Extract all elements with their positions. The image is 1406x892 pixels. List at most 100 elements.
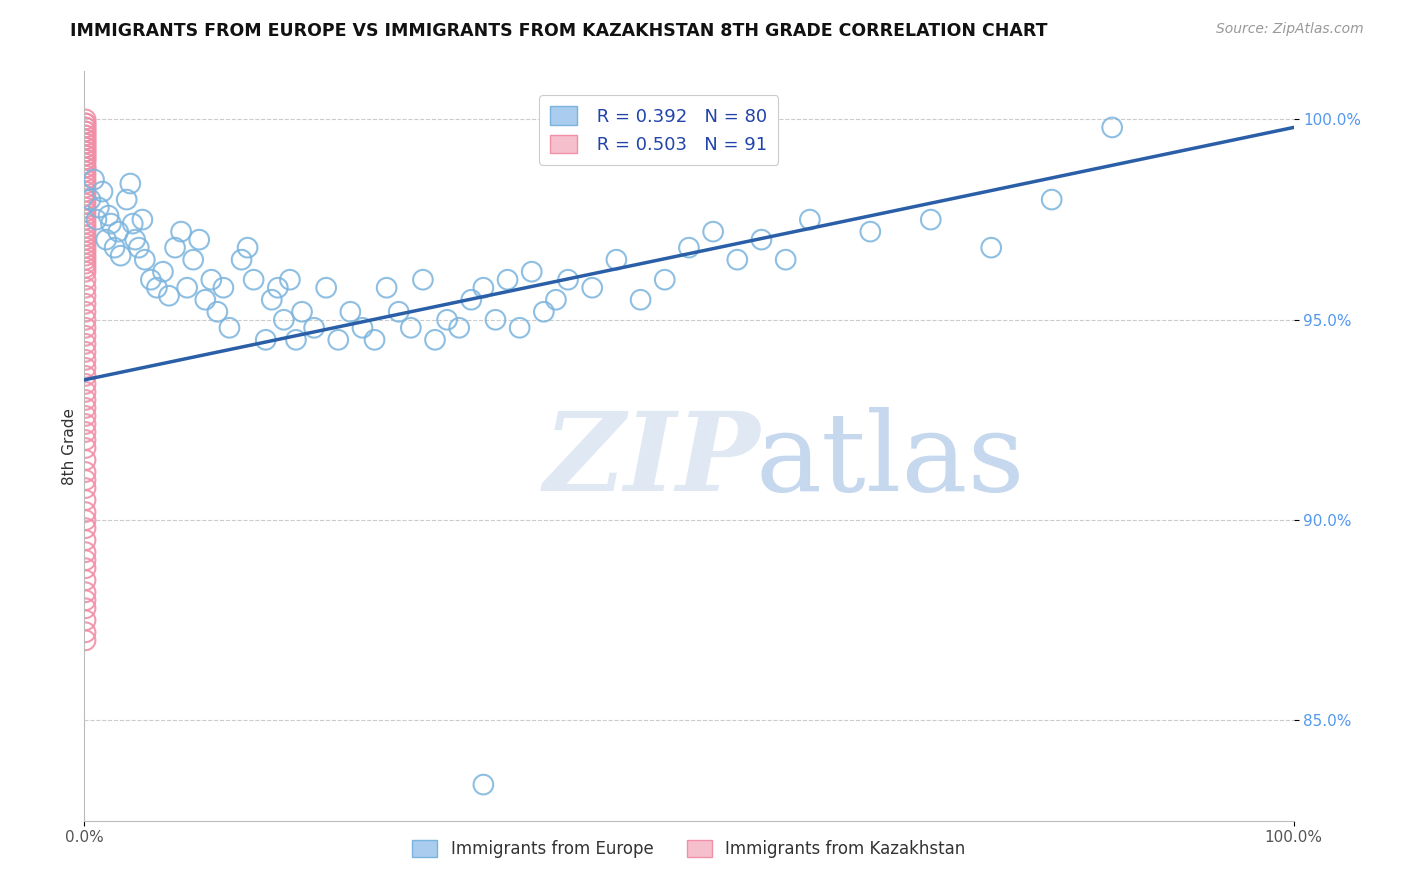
- Point: [134, 252, 156, 267]
- Point: [75, 193, 97, 207]
- Point: [75, 289, 97, 303]
- Point: [75, 513, 97, 527]
- Text: ZIP: ZIP: [544, 408, 761, 515]
- Point: [75, 545, 97, 559]
- Point: [75, 225, 97, 239]
- Point: [75, 145, 97, 159]
- Point: [75, 212, 97, 227]
- Point: [315, 281, 337, 295]
- Point: [75, 209, 97, 223]
- Point: [630, 293, 652, 307]
- Point: [75, 145, 97, 159]
- Point: [75, 188, 97, 202]
- Point: [799, 212, 821, 227]
- Point: [472, 281, 495, 295]
- Point: [412, 273, 434, 287]
- Point: [79, 193, 101, 207]
- Point: [75, 425, 97, 439]
- Point: [75, 352, 97, 367]
- Point: [75, 305, 97, 319]
- Point: [75, 116, 97, 130]
- Point: [75, 252, 97, 267]
- Point: [165, 241, 187, 255]
- Point: [557, 273, 579, 287]
- Point: [75, 180, 97, 194]
- Point: [100, 217, 122, 231]
- Point: [170, 225, 193, 239]
- Point: [267, 281, 290, 295]
- Point: [218, 320, 240, 334]
- Point: [75, 481, 97, 495]
- Point: [75, 633, 97, 648]
- Point: [75, 220, 97, 235]
- Point: [75, 244, 97, 259]
- Point: [75, 433, 97, 447]
- Point: [75, 164, 97, 178]
- Point: [200, 273, 222, 287]
- Point: [1101, 120, 1123, 135]
- Point: [75, 336, 97, 351]
- Point: [375, 281, 398, 295]
- Point: [254, 333, 277, 347]
- Point: [75, 233, 97, 247]
- Point: [75, 161, 97, 175]
- Point: [75, 249, 97, 263]
- Point: [75, 265, 97, 279]
- Point: [75, 236, 97, 251]
- Point: [75, 453, 97, 467]
- Point: [94, 233, 117, 247]
- Point: [207, 305, 229, 319]
- Point: [212, 281, 235, 295]
- Point: [460, 293, 482, 307]
- Legend: Immigrants from Europe, Immigrants from Kazakhstan: Immigrants from Europe, Immigrants from …: [406, 833, 972, 864]
- Point: [654, 273, 676, 287]
- Point: [484, 313, 506, 327]
- Point: [75, 593, 97, 607]
- Point: [1040, 193, 1063, 207]
- Point: [75, 505, 97, 519]
- Point: [291, 305, 314, 319]
- Point: [399, 320, 422, 334]
- Point: [75, 228, 97, 243]
- Point: [75, 368, 97, 383]
- Point: [278, 273, 301, 287]
- Point: [423, 333, 446, 347]
- Point: [75, 153, 97, 167]
- Point: [605, 252, 627, 267]
- Point: [75, 573, 97, 587]
- Point: [75, 161, 97, 175]
- Point: [509, 320, 531, 334]
- Point: [75, 392, 97, 407]
- Point: [75, 136, 97, 151]
- Point: [859, 225, 882, 239]
- Point: [75, 320, 97, 334]
- Point: [75, 553, 97, 567]
- Point: [236, 241, 259, 255]
- Point: [75, 204, 97, 219]
- Point: [242, 273, 264, 287]
- Point: [75, 273, 97, 287]
- Point: [75, 217, 97, 231]
- Point: [75, 585, 97, 599]
- Point: [75, 613, 97, 627]
- Point: [75, 196, 97, 211]
- Point: [75, 112, 97, 127]
- Point: [678, 241, 700, 255]
- Point: [260, 293, 283, 307]
- Point: [75, 132, 97, 146]
- Point: [75, 344, 97, 359]
- Point: [75, 625, 97, 640]
- Point: [75, 601, 97, 615]
- Point: [75, 465, 97, 479]
- Point: [388, 305, 411, 319]
- Point: [231, 252, 253, 267]
- Point: [75, 128, 97, 143]
- Point: [436, 313, 458, 327]
- Point: [157, 289, 180, 303]
- Point: [75, 313, 97, 327]
- Point: [75, 384, 97, 399]
- Point: [449, 320, 471, 334]
- Point: [725, 252, 748, 267]
- Point: [110, 249, 132, 263]
- Point: [75, 156, 97, 170]
